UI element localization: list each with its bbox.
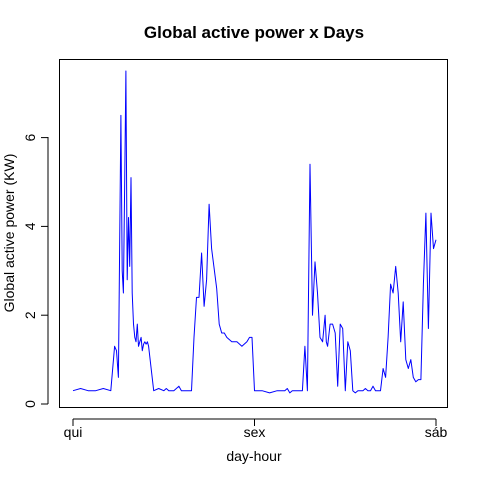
x-tick-label: qui [64, 424, 83, 440]
x-axis-label: day-hour [226, 448, 282, 464]
y-tick-label: 4 [22, 222, 38, 230]
y-axis-label: Global active power (KW) [1, 154, 17, 313]
chart-title: Global active power x Days [144, 23, 364, 42]
x-tick-label: sex [244, 424, 266, 440]
y-tick-label: 6 [22, 133, 38, 141]
x-tick-label: sáb [425, 424, 448, 440]
y-tick-label: 2 [22, 311, 38, 319]
y-tick-label: 0 [22, 400, 38, 408]
